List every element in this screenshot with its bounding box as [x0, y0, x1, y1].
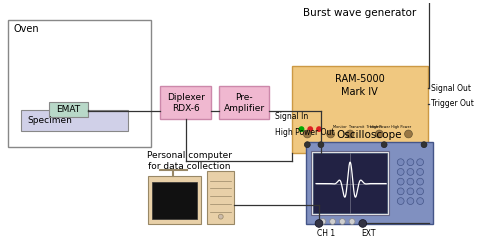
- Bar: [48, 102, 87, 117]
- Bar: [160, 86, 211, 119]
- Circle shape: [316, 126, 322, 132]
- Circle shape: [397, 168, 404, 175]
- Circle shape: [407, 188, 414, 195]
- Bar: [219, 86, 269, 119]
- Text: Burst wave generator: Burst wave generator: [303, 8, 417, 17]
- Circle shape: [397, 188, 404, 195]
- Bar: [292, 66, 428, 153]
- Circle shape: [397, 198, 404, 205]
- Circle shape: [381, 142, 387, 148]
- Text: EXT: EXT: [361, 229, 375, 238]
- Circle shape: [359, 220, 367, 227]
- Bar: [22, 110, 128, 131]
- Text: Specimen: Specimen: [27, 116, 72, 125]
- Text: Trigger Out: Trigger Out: [431, 99, 474, 108]
- Text: Oscilloscope: Oscilloscope: [337, 130, 402, 140]
- Circle shape: [307, 126, 313, 132]
- Bar: [8, 20, 151, 147]
- Circle shape: [405, 130, 412, 138]
- Circle shape: [327, 130, 335, 138]
- Text: CH 1: CH 1: [317, 229, 335, 238]
- Circle shape: [397, 178, 404, 185]
- Circle shape: [417, 198, 423, 205]
- Circle shape: [407, 159, 414, 165]
- Circle shape: [397, 159, 404, 165]
- Circle shape: [417, 178, 423, 185]
- Circle shape: [421, 142, 427, 148]
- Circle shape: [346, 130, 354, 138]
- Circle shape: [339, 219, 345, 225]
- Circle shape: [407, 168, 414, 175]
- Circle shape: [299, 126, 304, 132]
- Bar: [313, 153, 387, 213]
- Circle shape: [315, 220, 323, 227]
- Circle shape: [304, 142, 310, 148]
- Circle shape: [303, 130, 311, 138]
- Text: Personal computer
for data collection: Personal computer for data collection: [147, 151, 232, 171]
- Bar: [152, 182, 197, 219]
- Text: EMAT: EMAT: [56, 105, 80, 114]
- Circle shape: [218, 214, 223, 219]
- Bar: [311, 151, 389, 215]
- Text: Oven: Oven: [13, 24, 39, 34]
- Text: Signal In: Signal In: [275, 112, 309, 121]
- Circle shape: [407, 178, 414, 185]
- Circle shape: [320, 219, 326, 225]
- Circle shape: [417, 188, 423, 195]
- Text: Monitor  Transmit  Transmit: Monitor Transmit Transmit: [333, 125, 382, 129]
- Bar: [207, 171, 234, 225]
- Circle shape: [417, 159, 423, 165]
- Bar: [306, 142, 433, 225]
- Circle shape: [318, 142, 324, 148]
- Circle shape: [330, 219, 336, 225]
- Circle shape: [407, 198, 414, 205]
- Text: Diplexer
RDX-6: Diplexer RDX-6: [167, 93, 204, 113]
- Circle shape: [375, 130, 383, 138]
- Text: Signal Out: Signal Out: [431, 84, 471, 93]
- Text: RAM-5000
Mark IV: RAM-5000 Mark IV: [335, 74, 384, 97]
- Text: High Power Out: High Power Out: [275, 128, 335, 137]
- Text: High Power High Power: High Power High Power: [370, 125, 411, 129]
- Bar: [148, 176, 201, 225]
- Circle shape: [417, 168, 423, 175]
- Text: Pre-
Amplifier: Pre- Amplifier: [224, 93, 264, 113]
- Circle shape: [349, 219, 355, 225]
